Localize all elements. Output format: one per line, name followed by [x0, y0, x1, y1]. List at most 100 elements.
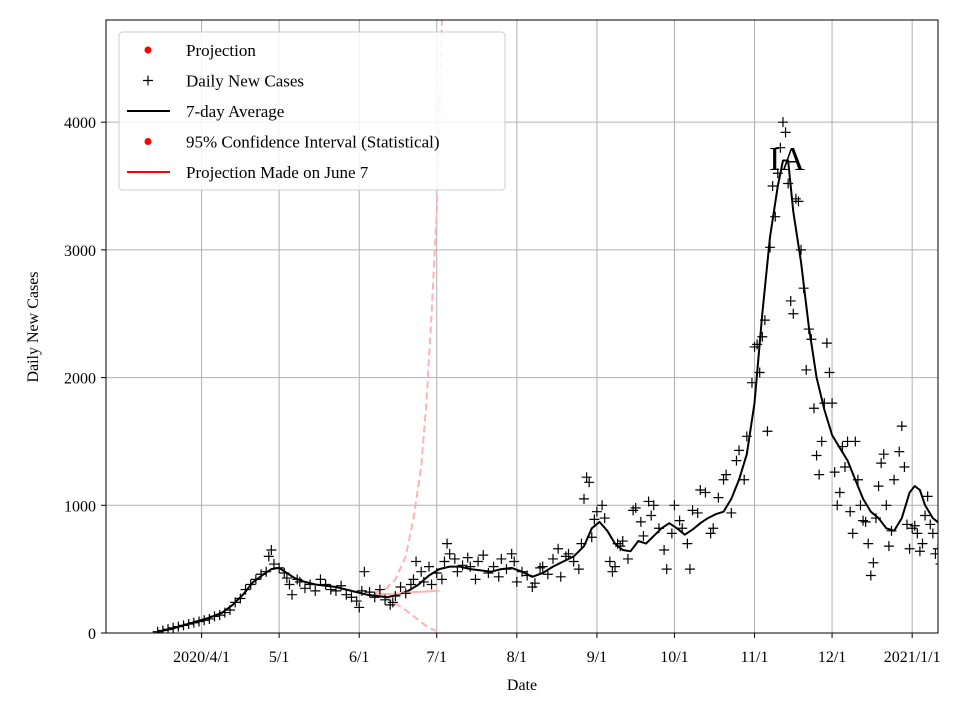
daily-case-point	[584, 477, 595, 488]
daily-case-point	[287, 589, 298, 600]
daily-case-point	[576, 538, 587, 549]
daily-case-point	[666, 528, 677, 539]
daily-case-point	[522, 570, 533, 581]
y-tick-label: 0	[88, 626, 96, 643]
daily-case-point	[669, 500, 680, 511]
daily-case-point	[607, 566, 618, 577]
daily-case-point	[493, 571, 504, 582]
daily-case-point	[889, 474, 900, 485]
daily-case-point	[873, 481, 884, 492]
y-axis-label: Daily New Cases	[25, 271, 42, 382]
daily-case-point	[876, 458, 887, 469]
daily-case-point	[263, 551, 274, 562]
daily-case-point	[746, 377, 757, 388]
daily-case-point	[199, 615, 210, 626]
daily-case-point	[739, 474, 750, 485]
daily-case-point	[553, 543, 564, 554]
daily-case-point	[478, 550, 489, 561]
daily-case-point	[408, 574, 419, 585]
daily-case-point	[439, 556, 450, 567]
daily-case-point	[935, 563, 938, 565]
daily-case-point	[870, 513, 881, 524]
x-tick-label: 9/1	[587, 649, 607, 666]
daily-case-point	[579, 493, 590, 504]
daily-case-point	[560, 551, 571, 562]
daily-case-point	[925, 519, 936, 530]
daily-case-point	[901, 519, 912, 530]
daily-case-point	[483, 567, 494, 578]
daily-case-point	[449, 553, 460, 564]
daily-case-point	[695, 484, 706, 495]
x-tick-label: 2020/4/1	[173, 649, 230, 666]
daily-case-point	[767, 181, 778, 192]
x-tick-label: 5/1	[269, 649, 289, 666]
daily-case-point	[886, 525, 897, 536]
daily-case-point	[801, 364, 812, 375]
june7-projection-layer	[374, 20, 443, 633]
y-tick-label: 2000	[64, 371, 96, 388]
daily-case-point	[299, 583, 310, 594]
y-tick-label: 1000	[64, 498, 96, 515]
daily-case-point	[643, 496, 654, 507]
daily-case-point	[436, 574, 447, 585]
daily-case-point	[268, 559, 279, 570]
daily-case-point	[860, 516, 871, 527]
daily-case-point	[896, 421, 907, 432]
daily-case-point	[426, 579, 437, 590]
daily-case-point	[351, 596, 362, 607]
daily-case-point	[899, 461, 910, 472]
daily-case-point	[852, 474, 863, 485]
daily-case-point	[798, 283, 809, 294]
daily-case-point	[411, 556, 422, 567]
daily-case-point	[646, 510, 657, 521]
daily-case-point	[599, 513, 610, 524]
daily-case-point	[405, 579, 416, 590]
daily-case-point	[806, 334, 817, 345]
daily-case-point	[183, 619, 194, 630]
daily-case-point	[387, 597, 398, 608]
daily-case-point	[933, 543, 938, 554]
daily-case-point	[917, 538, 928, 549]
daily-case-point	[863, 538, 874, 549]
legend-label: 95% Confidence Interval (Statistical)	[186, 133, 440, 152]
legend-label: Projection Made on June 7	[186, 163, 369, 182]
daily-case-point	[168, 622, 179, 633]
daily-case-point	[930, 548, 938, 559]
daily-case-point	[731, 455, 742, 466]
daily-case-point	[235, 593, 246, 604]
daily-case-point	[431, 567, 442, 578]
daily-case-point	[839, 461, 850, 472]
daily-case-point	[705, 528, 716, 539]
daily-case-point	[811, 450, 822, 461]
line-layer	[157, 159, 938, 633]
daily-case-point	[452, 566, 463, 577]
daily-case-point	[336, 580, 347, 591]
daily-case-point	[320, 579, 331, 590]
daily-case-point	[400, 588, 411, 599]
daily-case-point	[721, 469, 732, 480]
daily-case-point	[509, 556, 520, 567]
daily-case-point	[173, 621, 184, 632]
x-tick-label: 11/1	[741, 649, 769, 666]
daily-case-point	[780, 127, 791, 138]
daily-case-point	[462, 552, 473, 563]
daily-case-point	[418, 576, 429, 587]
daily-case-point	[535, 562, 546, 573]
daily-case-point	[501, 564, 512, 575]
daily-case-point	[661, 564, 672, 575]
daily-case-point	[346, 592, 357, 603]
daily-case-point	[713, 492, 724, 503]
daily-case-point	[772, 168, 783, 179]
daily-case-point	[245, 579, 256, 590]
daily-case-point	[765, 242, 776, 253]
daily-case-point	[881, 500, 892, 511]
daily-case-point	[829, 467, 840, 478]
daily-case-point	[816, 436, 827, 447]
daily-case-point	[157, 625, 168, 633]
y-tick-label: 3000	[64, 243, 96, 260]
daily-case-point	[752, 339, 763, 350]
daily-case-point	[354, 602, 365, 613]
daily-case-point	[865, 570, 876, 581]
projection-made-on-june-7-lower-bound-line	[374, 593, 440, 633]
